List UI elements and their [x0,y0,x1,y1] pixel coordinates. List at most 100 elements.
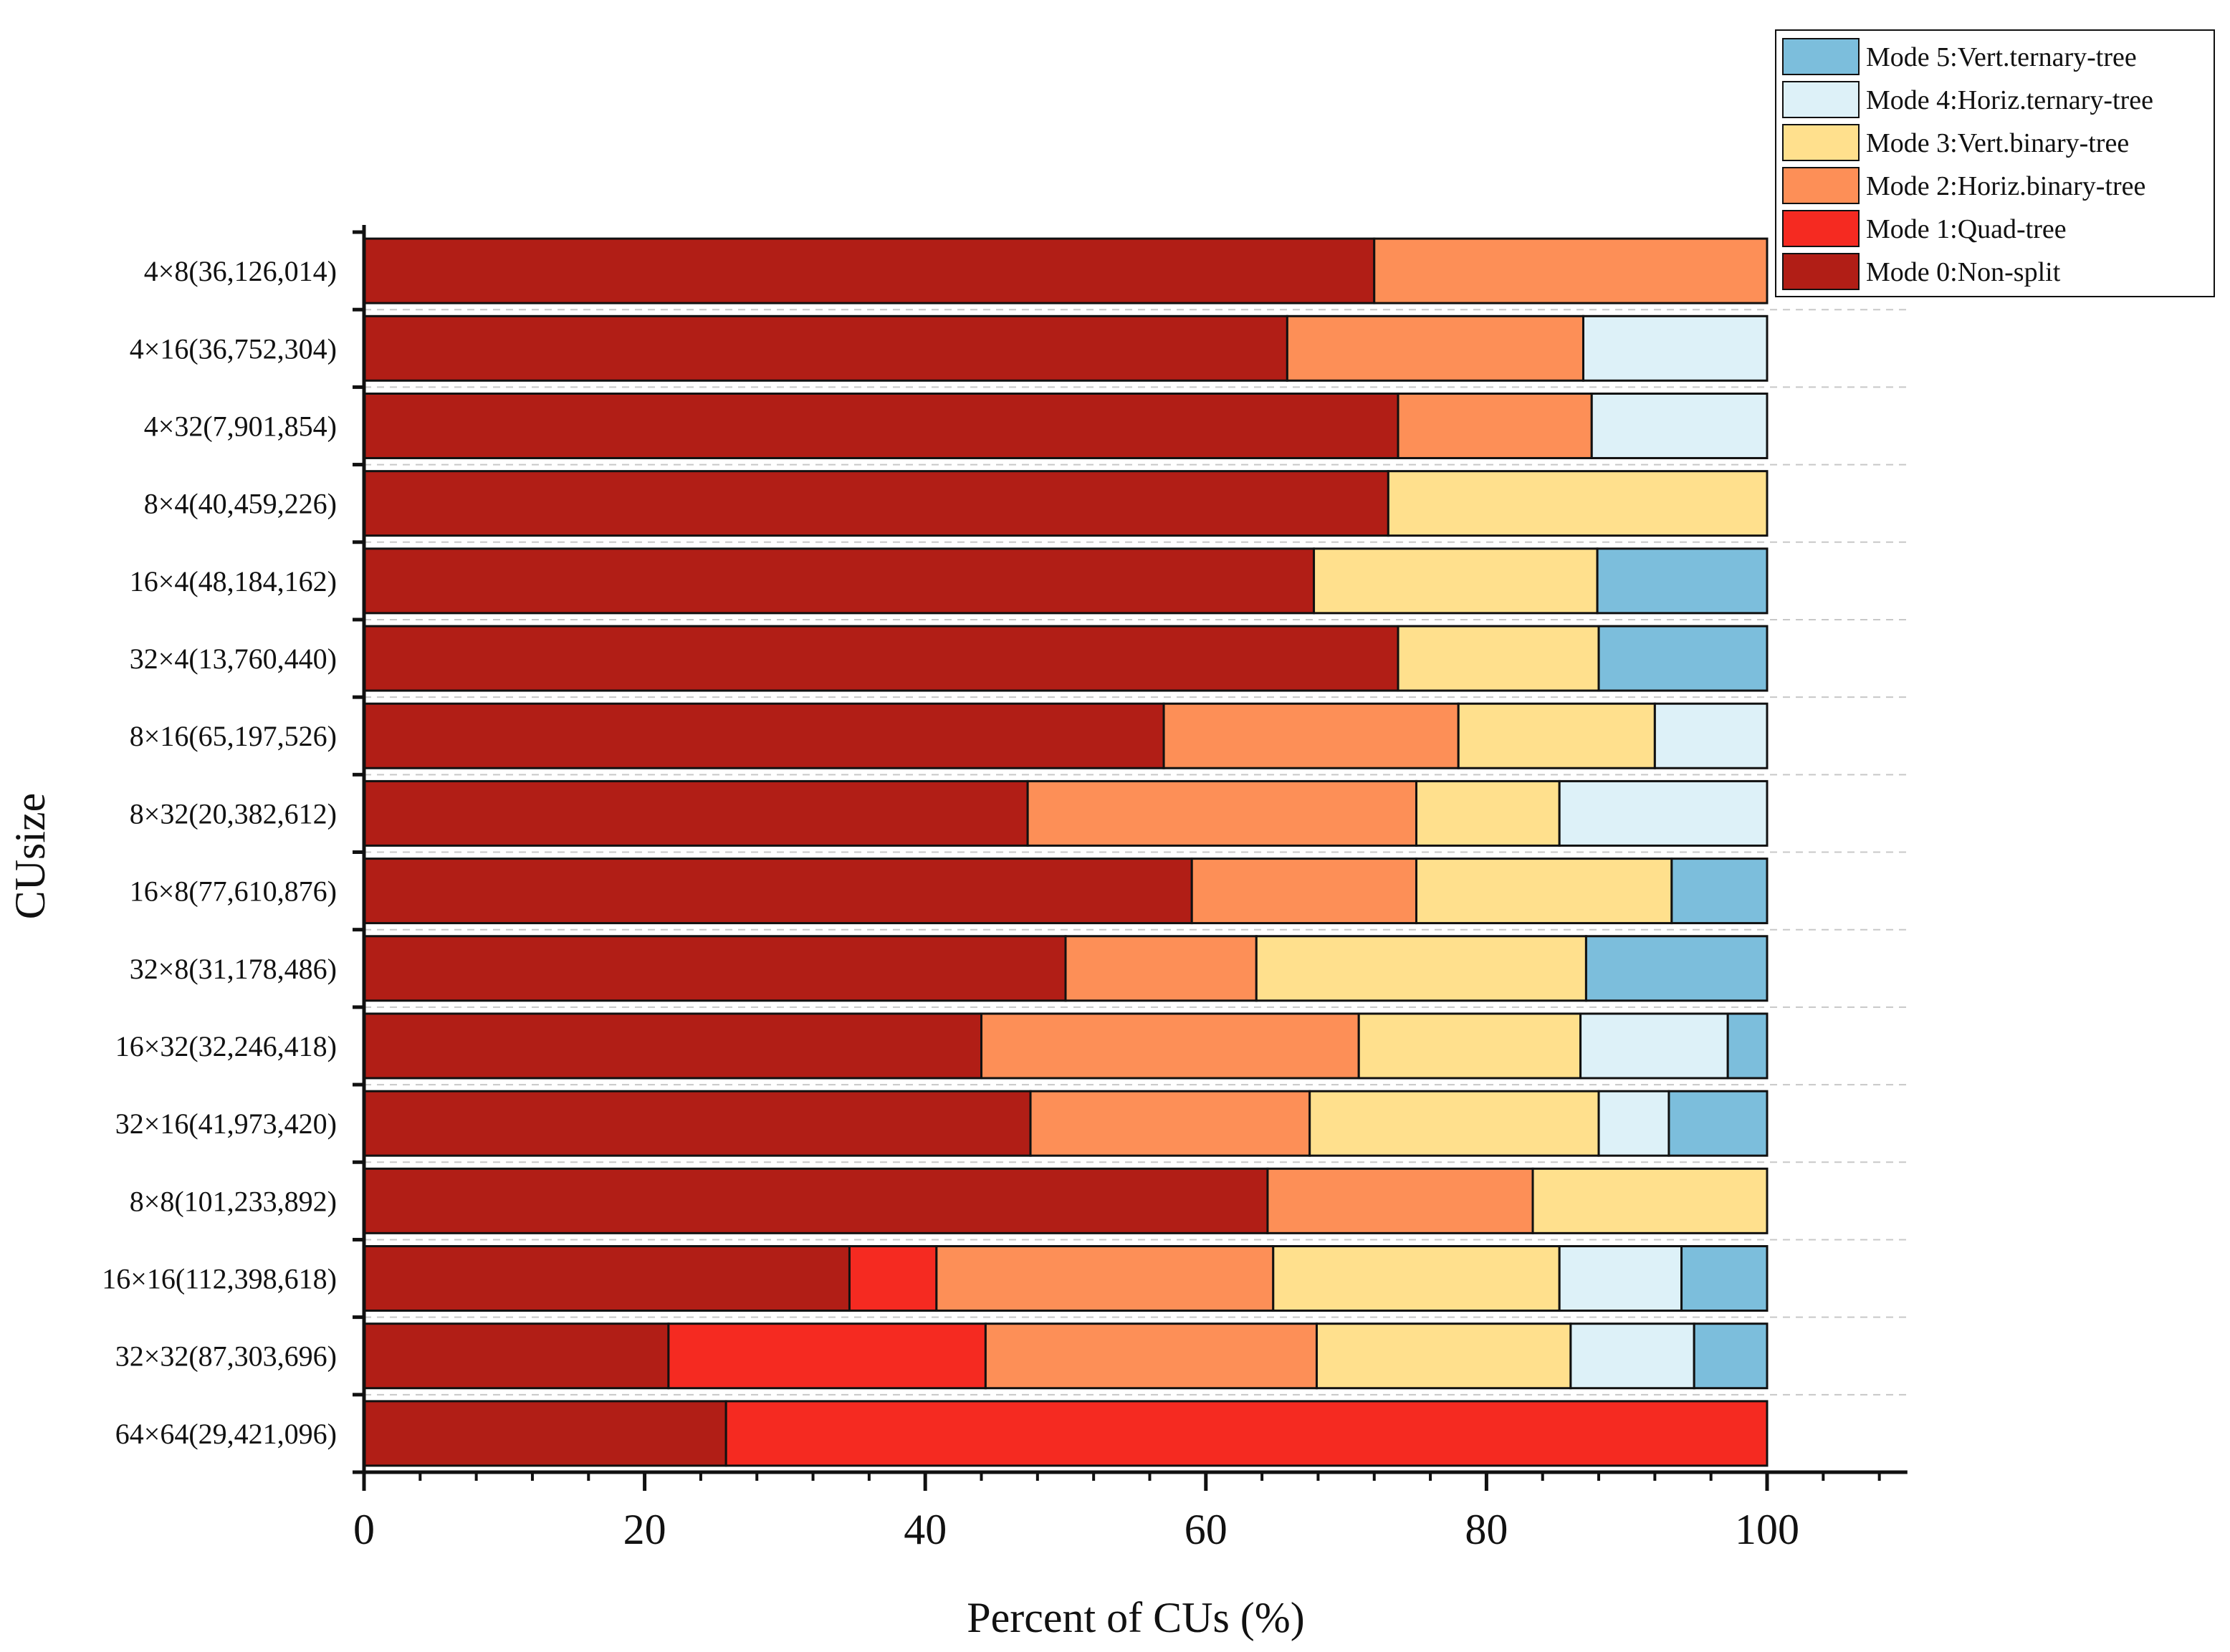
bar-segment [1190,858,1417,925]
bar-segment [1596,547,1769,615]
bar-segment [1397,625,1600,692]
bar-segment [1313,547,1599,615]
y-axis-title: CUsize [6,793,54,920]
bar-segment [1531,1167,1769,1234]
bar-segment [1064,935,1258,1002]
legend-swatch [1782,81,1860,118]
bar-segment [1670,858,1769,925]
category-label: 4×8(36,126,014) [144,255,337,287]
bar-segment [363,1322,670,1390]
bar-segment [1667,1090,1769,1157]
bar-segment [1387,470,1769,537]
legend-swatch [1782,38,1860,75]
bar-segment [1597,1090,1670,1157]
bar-segment [363,1090,1032,1157]
bar-segment [848,1245,938,1312]
category-label: 4×16(36,752,304) [130,332,337,365]
legend-swatch [1782,124,1860,161]
bar-segment [363,779,1029,847]
category-label: 32×16(41,973,420) [115,1108,337,1140]
bar-segment [363,237,1376,304]
legend-label: Mode 3:Vert.binary-tree [1866,128,2129,158]
category-label: 16×4(48,184,162) [130,565,337,597]
category-label: 32×4(13,760,440) [130,643,337,675]
x-tick-label: 20 [623,1506,666,1553]
bars [363,237,1769,1467]
x-tick-label: 60 [1185,1506,1228,1553]
category-label: 8×32(20,382,612) [130,797,337,830]
bar-segment [1582,314,1769,382]
x-tick-label: 80 [1465,1506,1508,1553]
bar-segment [363,1400,727,1467]
legend: Mode 5:Vert.ternary-tree Mode 4:Horiz.ter… [1775,29,2215,297]
category-label: 64×64(29,421,096) [115,1418,337,1450]
category-label: 16×16(112,398,618) [102,1263,337,1295]
bar-segment [363,858,1193,925]
bar-segment [1680,1245,1769,1312]
bar-segment [1569,1322,1695,1390]
bar-segment [667,1322,987,1390]
bar-segment [1397,392,1593,459]
category-label: 8×4(40,459,226) [144,488,337,520]
bar-segment [363,547,1316,615]
x-tick-label: 100 [1735,1506,1799,1553]
legend-swatch [1782,167,1860,204]
bar-segment [1590,392,1769,459]
bar-segment [1693,1322,1769,1390]
category-labels: 4×8(36,126,014) 4×16(36,752,304) 4×32(7,90… [102,255,337,1450]
bar-segment [1029,1090,1311,1157]
bar-segment [1584,935,1769,1002]
bar-segment [1286,314,1585,382]
bar-segment [724,1400,1769,1467]
x-axis-title: Percent of CUs (%) [967,1594,1305,1641]
bar-segment [363,1167,1269,1234]
bar-segment [363,314,1288,382]
bar-segment [363,1012,983,1080]
bar-segment [1558,1245,1683,1312]
bar-segment [984,1322,1318,1390]
bar-segment [363,702,1165,769]
legend-label: Mode 2:Horiz.binary-tree [1866,171,2145,201]
bar-segment [1597,625,1769,692]
bar-segment [1373,237,1769,304]
x-tick-label: 0 [353,1506,375,1553]
bar-segment [1558,779,1769,847]
bar-segment [1266,1167,1534,1234]
bar-segment [363,470,1389,537]
category-label: 4×32(7,901,854) [144,410,337,442]
bar-segment [1272,1245,1561,1312]
bar-segment [1415,779,1561,847]
bar-segment [1579,1012,1729,1080]
category-label: 32×8(31,178,486) [130,953,337,985]
legend-swatch [1782,253,1860,290]
bar-segment [363,935,1067,1002]
bar-segment [1255,935,1587,1002]
x-tick-label: 40 [904,1506,947,1553]
legend-label: Mode 1:Quad-tree [1866,214,2067,244]
bar-segment [1726,1012,1769,1080]
legend-label: Mode 5:Vert.ternary-tree [1866,42,2137,72]
bar-segment [363,1245,851,1312]
bar-segment [1415,858,1673,925]
bar-segment [1162,702,1460,769]
category-label: 16×32(32,246,418) [115,1030,337,1062]
bar-segment [935,1245,1275,1312]
legend-label: Mode 0:Non-split [1866,257,2061,287]
bar-segment [363,392,1399,459]
category-label: 16×8(77,610,876) [130,875,337,908]
category-label: 8×16(65,197,526) [130,720,337,752]
legend-label: Mode 4:Horiz.ternary-tree [1866,85,2153,115]
legend-swatch [1782,210,1860,247]
bar-segment [1457,702,1656,769]
bar-segment [980,1012,1360,1080]
bar-segment [1026,779,1418,847]
bar-segment [1315,1322,1572,1390]
bar-segment [1308,1090,1600,1157]
axes: 0 20 40 60 80 100 [353,225,1908,1553]
bar-segment [1653,702,1769,769]
category-label: 32×32(87,303,696) [115,1340,337,1373]
bar-segment [1357,1012,1582,1080]
category-label: 8×8(101,233,892) [130,1185,337,1217]
bar-segment [363,625,1399,692]
